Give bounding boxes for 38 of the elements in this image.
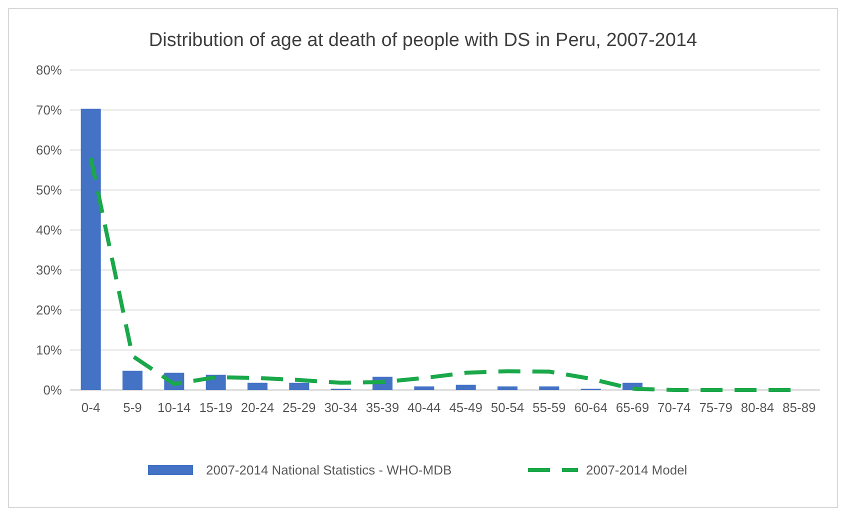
x-tick-label: 60-64 [574, 400, 608, 415]
bar [539, 386, 560, 390]
y-tick-label: 0% [43, 382, 62, 398]
x-tick-label: 70-74 [658, 400, 691, 415]
y-tick-label: 30% [36, 262, 62, 278]
x-tick-label: 5-9 [123, 400, 142, 415]
x-tick-label: 40-44 [408, 400, 441, 415]
bar [80, 108, 101, 390]
legend-label: 2007-2014 National Statistics - WHO-MDB [206, 462, 452, 478]
x-tick-label: 0-4 [81, 400, 100, 415]
x-tick-label: 55-59 [532, 400, 566, 415]
x-tick-label: 25-29 [282, 400, 316, 415]
bar [248, 382, 268, 390]
bar [498, 386, 518, 390]
bar [414, 386, 434, 390]
x-tick-label: 45-49 [449, 400, 482, 415]
y-tick-label: 60% [36, 142, 62, 158]
x-tick-label: 20-24 [240, 400, 274, 415]
x-tick-label: 75-79 [699, 400, 732, 415]
y-tick-label: 10% [36, 342, 62, 358]
x-tick-label: 15-19 [199, 400, 232, 415]
x-tick-label: 80-84 [740, 400, 774, 415]
chart-title: Distribution of age at death of people with DS in Peru, 2007-2014 [148, 30, 698, 51]
bar [289, 382, 310, 390]
x-tick-label: 10-14 [158, 400, 191, 415]
y-tick-label: 50% [36, 182, 62, 198]
x-tick-label: 50-54 [490, 400, 524, 415]
x-tick-label: 35-39 [366, 400, 400, 415]
y-tick-label: 80% [36, 62, 62, 78]
y-tick-label: 70% [36, 102, 62, 118]
x-tick-label: 65-69 [616, 400, 650, 415]
bar [456, 384, 476, 390]
bar [122, 370, 142, 390]
x-tick-label: 30-34 [324, 400, 358, 415]
y-tick-label: 40% [36, 222, 62, 238]
legend-label: 2007-2014 Model [586, 462, 688, 478]
x-tick-label: 85-89 [782, 400, 816, 415]
y-tick-label: 20% [36, 302, 62, 318]
